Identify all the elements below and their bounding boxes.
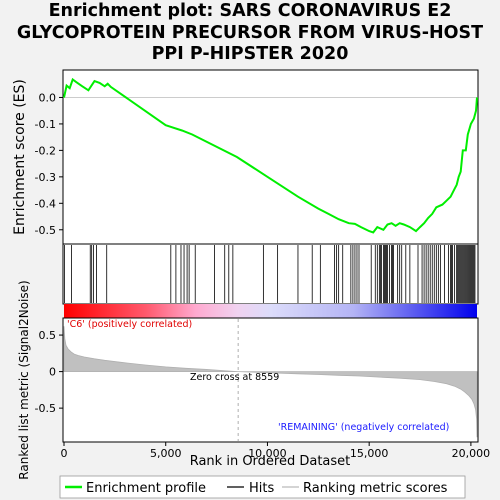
zero-cross-label: Zero cross at 8559 — [190, 372, 279, 383]
es-ytick-label: -0.3 — [35, 171, 56, 184]
negative-correlated-label: 'REMAINING' (negatively correlated) — [278, 422, 449, 433]
es-ytick-label: -0.4 — [35, 197, 56, 210]
es-ytick-label: -0.1 — [35, 118, 56, 131]
legend-label-metric: Ranking metric scores — [303, 481, 448, 496]
metric-panel-frame — [62, 317, 479, 443]
ranking-metric-area — [63, 326, 478, 438]
x-axis-label: Rank in Ordered Dataset — [190, 454, 351, 469]
title-line-3: PPI P-HIPSTER 2020 — [151, 44, 349, 64]
legend-label-enrichment: Enrichment profile — [86, 481, 206, 496]
x-tick-label: 0 — [61, 447, 68, 460]
x-tick-label: 5,000 — [150, 447, 182, 460]
metric-y-axis: 0.5 0 -0.5 — [35, 329, 63, 415]
title-line-2: GLYCOPROTEIN PRECURSOR FROM VIRUS-HOST — [16, 22, 484, 43]
positive-correlated-label: 'C6' (positively correlated) — [67, 319, 192, 330]
legend-label-hits: Hits — [249, 481, 274, 496]
metric-ytick-label: -0.5 — [35, 402, 56, 415]
enrichment-profile-line — [63, 77, 478, 234]
enrichment-profile — [63, 77, 478, 234]
es-ytick-label: -0.2 — [35, 144, 56, 157]
hit-markers — [64, 245, 476, 303]
metric-ytick-label: 0 — [49, 366, 56, 379]
x-axis: 0 5,000 10,000 15,000 20,000 — [61, 442, 491, 460]
x-tick-label: 20,000 — [452, 447, 491, 460]
x-tick-label: 10,000 — [248, 447, 287, 460]
es-ylabel: Enrichment score (ES) — [12, 79, 28, 235]
title-line-1: Enrichment plot: SARS CORONAVIRUS E2 — [48, 1, 452, 21]
metric-ylabel: Ranked list metric (Signal2Noise) — [17, 280, 31, 479]
es-y-axis: 0.0 -0.1 -0.2 -0.3 -0.4 -0.5 — [35, 91, 63, 237]
chart-title: Enrichment plot: SARS CORONAVIRUS E2 GLY… — [0, 1, 500, 66]
ranking-metric-fill — [63, 326, 478, 438]
legend-box — [59, 475, 466, 499]
es-ytick-label: 0.0 — [39, 91, 57, 104]
es-panel-frame — [62, 69, 479, 245]
rank-color-bar — [64, 304, 477, 318]
hits-panel-frame — [62, 243, 479, 305]
metric-ytick-label: 0.5 — [39, 329, 57, 342]
x-tick-label: 15,000 — [350, 447, 389, 460]
es-ytick-label: -0.5 — [35, 224, 56, 237]
